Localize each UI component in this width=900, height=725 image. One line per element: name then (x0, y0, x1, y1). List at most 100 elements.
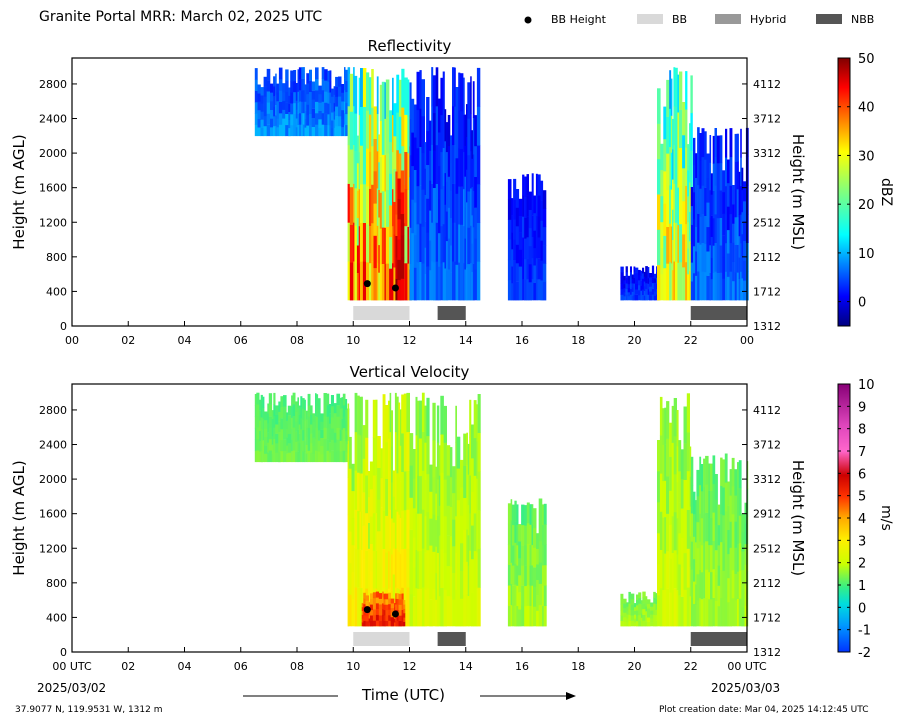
echo-cell (398, 116, 402, 154)
echo-cell (363, 615, 366, 621)
echo-cell (394, 606, 396, 611)
echo-cell (315, 124, 319, 137)
echo-cell (464, 114, 467, 146)
echo-cell (409, 191, 412, 228)
echo-cell (717, 565, 721, 586)
echo-cell (690, 243, 694, 263)
echo-cell (267, 432, 270, 443)
echo-cell (710, 236, 713, 259)
echo-cell (363, 598, 366, 605)
echo-cell (722, 598, 726, 627)
echo-cell (388, 615, 391, 621)
echo-cell (287, 443, 292, 453)
echo-cell (673, 512, 677, 551)
echo-cell (695, 275, 698, 301)
echo-cell (529, 565, 532, 586)
echo-cell (295, 100, 298, 110)
echo-cell (647, 283, 650, 290)
echo-cell (474, 207, 478, 239)
echo-cell (657, 88, 661, 124)
echo-cell (371, 184, 374, 224)
echo-cell (392, 114, 394, 153)
x-tick-label: 00 (740, 334, 754, 347)
echo-cell (625, 271, 628, 278)
echo-cell (432, 402, 436, 441)
echo-cell (697, 213, 700, 243)
echo-cell (397, 279, 402, 301)
echo-cell (379, 264, 383, 301)
y-tick-label: 2400 (39, 113, 67, 126)
echo-cell (335, 76, 339, 87)
echo-cell (722, 542, 726, 571)
echo-cell (283, 428, 287, 440)
echo-cell (722, 278, 726, 301)
echo-cell (528, 227, 532, 247)
echo-cell (536, 533, 539, 549)
echo-cell (344, 90, 346, 102)
echo-cell (396, 434, 399, 474)
echo-cell (348, 436, 352, 469)
echo-cell (409, 263, 412, 301)
y-tick-label: 2000 (39, 147, 67, 160)
legend-swatch-nbb (816, 14, 842, 24)
echo-cell (424, 142, 427, 169)
echo-cell (379, 228, 383, 265)
echo-cell (366, 148, 370, 187)
echo-cell (642, 591, 646, 598)
colorbar-tick-label: -1 (858, 624, 871, 639)
x-tick-label: 00 UTC (52, 660, 92, 673)
echo-cell (273, 86, 276, 97)
echo-cell (354, 392, 358, 433)
echo-cell (679, 109, 683, 148)
echo-cell (424, 168, 427, 195)
echo-cell (700, 545, 704, 573)
echo-cell (636, 594, 639, 601)
echo-cell (406, 548, 410, 588)
echo-cell (353, 222, 355, 262)
echo-cell (449, 447, 453, 478)
echo-cell (424, 247, 427, 274)
echo-cell (389, 110, 393, 143)
echo-cell (260, 95, 264, 104)
echo-cell (542, 504, 545, 525)
echo-cell (638, 598, 642, 604)
echo-cell (328, 452, 332, 463)
echo-cell (267, 403, 270, 414)
echo-cell (463, 263, 465, 301)
echo-cell (351, 517, 355, 546)
echo-cell (280, 439, 284, 452)
echo-cell (382, 614, 384, 621)
echo-cell (689, 152, 691, 183)
echo-cell (417, 513, 420, 552)
echo-cell (344, 67, 346, 79)
echo-cell (650, 614, 654, 619)
echo-cell (638, 295, 641, 301)
echo-cell (419, 185, 422, 224)
echo-cell (345, 419, 348, 431)
echo-cell (362, 559, 366, 593)
echo-cell (535, 236, 538, 259)
echo-cell (302, 440, 305, 452)
echo-cell (470, 113, 472, 152)
echo-cell (463, 465, 467, 498)
echo-cell (263, 96, 267, 107)
echo-cell (320, 429, 324, 438)
echo-cell (398, 439, 401, 478)
echo-cell (474, 238, 478, 270)
echo-cell (535, 279, 538, 301)
echo-cell (703, 570, 706, 599)
echo-cell (321, 67, 325, 79)
echo-cell (397, 219, 402, 240)
echo-cell (360, 549, 363, 589)
echo-cell (449, 506, 453, 537)
echo-cell (743, 260, 747, 281)
echo-cell (538, 562, 543, 584)
echo-cell (447, 176, 451, 208)
y2-tick-label: 4112 (753, 78, 781, 91)
echo-cell (317, 451, 321, 463)
echo-cell (719, 245, 723, 273)
echo-cell (463, 188, 465, 227)
x-tick-label: 14 (459, 334, 473, 347)
x-tick-label: 08 (290, 660, 304, 673)
echo-cell (524, 525, 528, 546)
